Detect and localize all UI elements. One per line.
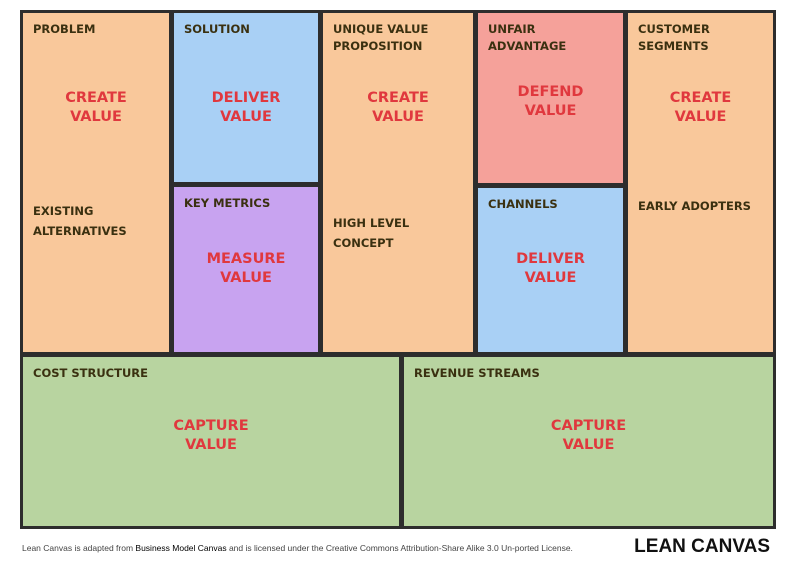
problem-cell: PROBLEM CREATE VALUE EXISTING ALTERNATIV… xyxy=(20,10,172,355)
business-model-canvas-link[interactable]: Business Model Canvas xyxy=(135,543,227,553)
unique-value-proposition-cell: UNIQUE VALUE PROPOSITION CREATE VALUE HI… xyxy=(320,10,476,355)
customer-segments-title: CUSTOMER SEGMENTS xyxy=(638,22,710,53)
unfair-advantage-value: DEFEND VALUE xyxy=(517,84,584,119)
unfair-advantage-cell: UNFAIR ADVANTAGE DEFEND VALUE xyxy=(475,10,626,186)
license-prefix: Lean Canvas is adapted from xyxy=(22,543,136,553)
solution-value: DELIVER VALUE xyxy=(211,90,281,125)
key-metrics-title: KEY METRICS xyxy=(184,196,271,210)
lean-canvas-brand: LEAN CANVAS xyxy=(634,536,770,557)
uvp-value: CREATE VALUE xyxy=(367,90,429,125)
key-metrics-cell: KEY METRICS MEASURE VALUE xyxy=(171,184,321,355)
revenue-streams-title: REVENUE STREAMS xyxy=(414,366,540,380)
unfair-advantage-title: UNFAIR ADVANTAGE xyxy=(488,22,567,53)
early-adopters-label: EARLY ADOPTERS xyxy=(638,199,751,213)
cost-structure-title: COST STRUCTURE xyxy=(33,366,148,380)
problem-title: PROBLEM xyxy=(33,22,96,36)
license-note: Lean Canvas is adapted from Business Mod… xyxy=(22,543,573,553)
license-suffix: and is licensed under the Creative Commo… xyxy=(226,543,573,553)
channels-value: DELIVER VALUE xyxy=(516,251,585,286)
solution-cell: SOLUTION DELIVER VALUE xyxy=(171,10,321,185)
existing-alternatives-label: EXISTING ALTERNATIVES xyxy=(33,204,127,238)
customer-segments-cell: CUSTOMER SEGMENTS CREATE VALUE EARLY ADO… xyxy=(625,10,776,355)
high-level-concept-label: HIGH LEVEL CONCEPT xyxy=(333,216,410,250)
revenue-streams-value: CAPTURE VALUE xyxy=(550,418,627,453)
customer-segments-value: CREATE VALUE xyxy=(669,90,732,125)
problem-value: CREATE VALUE xyxy=(65,90,127,125)
lean-canvas-board: PROBLEM CREATE VALUE EXISTING ALTERNATIV… xyxy=(20,10,776,529)
revenue-streams-cell: REVENUE STREAMS CAPTURE VALUE xyxy=(401,354,776,529)
key-metrics-value: MEASURE VALUE xyxy=(206,251,286,286)
cost-structure-cell: COST STRUCTURE CAPTURE VALUE xyxy=(20,354,402,529)
uvp-title: UNIQUE VALUE PROPOSITION xyxy=(333,22,429,53)
solution-title: SOLUTION xyxy=(184,22,250,36)
cost-structure-value: CAPTURE VALUE xyxy=(173,418,249,453)
channels-title: CHANNELS xyxy=(488,197,558,211)
channels-cell: CHANNELS DELIVER VALUE xyxy=(475,185,626,355)
